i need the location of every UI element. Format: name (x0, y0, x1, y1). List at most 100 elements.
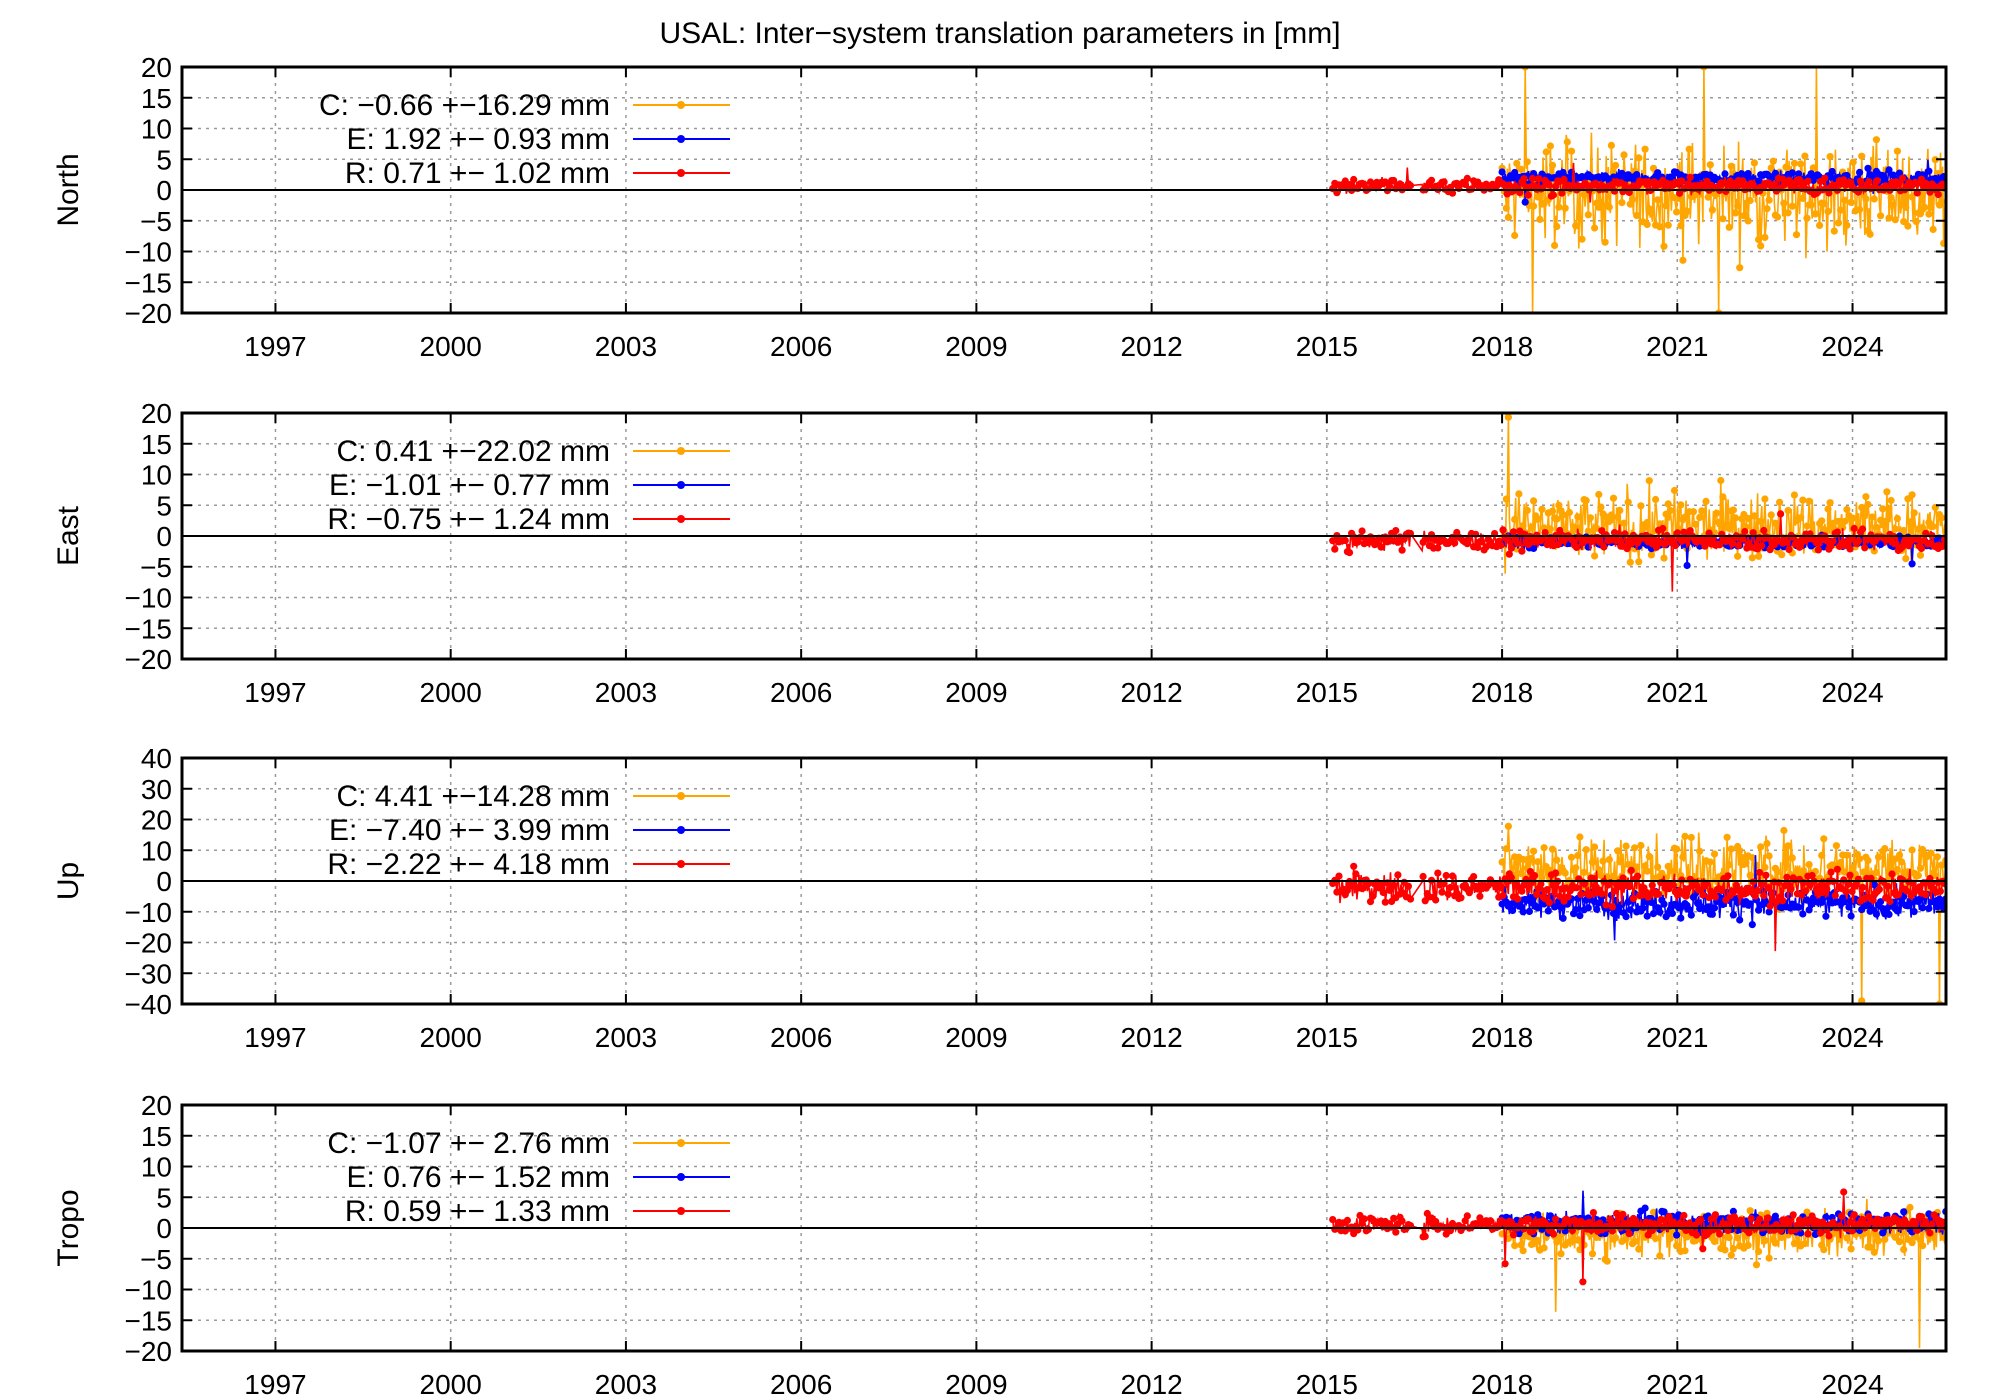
data-point-r (1913, 189, 1921, 197)
data-point-r (1421, 1232, 1429, 1240)
data-point-c (1527, 1240, 1536, 1249)
x-tick-label: 2012 (1120, 677, 1182, 708)
data-point-c (1738, 853, 1746, 861)
data-point-c (1900, 1245, 1908, 1254)
x-tick-label: 2024 (1821, 677, 1883, 708)
data-point-r (1486, 1217, 1494, 1225)
data-point-c (1656, 223, 1664, 231)
data-point-c (1881, 845, 1889, 853)
y-tick-label: 5 (156, 144, 172, 175)
data-point-c (1574, 1236, 1582, 1244)
data-point-e (1879, 172, 1887, 180)
data-point-c (1511, 231, 1519, 240)
data-point-e (1708, 910, 1716, 918)
data-point-c (1553, 856, 1561, 864)
data-point-c (1877, 212, 1885, 220)
data-point-c (1498, 858, 1506, 866)
data-point-e (1544, 907, 1552, 915)
data-point-c (1715, 518, 1723, 526)
x-tick-label: 2009 (945, 331, 1007, 362)
data-point-c (1553, 515, 1561, 523)
data-point-r (1894, 1217, 1902, 1225)
x-tick-label: 1997 (244, 1022, 306, 1053)
data-point-r (1722, 1220, 1730, 1228)
data-point-e (1879, 1229, 1887, 1237)
data-point-c (1864, 857, 1872, 865)
data-point-r (1350, 175, 1358, 184)
data-point-r (1783, 873, 1791, 881)
x-tick-label: 2000 (420, 331, 482, 362)
x-tick-label: 2024 (1821, 331, 1883, 362)
data-point-r (1741, 890, 1749, 898)
y-tick-label: 30 (141, 774, 172, 805)
data-point-c (1666, 506, 1674, 515)
data-point-r (1602, 901, 1610, 909)
data-point-c (1870, 547, 1878, 555)
data-point-c (1938, 861, 1946, 869)
data-point-r (1524, 1215, 1532, 1223)
data-point-c (1830, 227, 1838, 235)
data-point-c (1538, 505, 1546, 513)
data-point-r (1434, 544, 1442, 552)
data-point-r (1619, 1210, 1627, 1218)
data-point-c (1771, 519, 1779, 527)
data-point-c (1809, 164, 1817, 172)
data-point-r (1779, 897, 1787, 905)
data-point-c (1755, 552, 1763, 560)
legend-label-e: E: −1.01 +− 0.77 mm (329, 469, 610, 502)
data-point-r (1497, 884, 1505, 892)
data-point-r (1444, 890, 1452, 898)
data-point-c (1765, 852, 1773, 860)
data-point-r (1369, 892, 1377, 901)
data-point-r (1619, 874, 1627, 882)
data-point-r (1907, 892, 1915, 900)
data-point-c (1708, 206, 1716, 214)
x-tick-label: 2012 (1120, 331, 1182, 362)
data-point-r (1390, 881, 1398, 889)
y-axis-label: Tropo (52, 1189, 85, 1266)
data-point-c (1734, 1234, 1742, 1242)
data-point-c (1641, 145, 1649, 153)
data-point-c (1660, 242, 1668, 250)
data-point-r (1926, 1229, 1934, 1237)
data-point-c (1824, 207, 1832, 216)
y-tick-label: −15 (125, 267, 173, 298)
data-point-r (1648, 881, 1656, 889)
data-point-e (1900, 1208, 1908, 1216)
data-point-r (1406, 182, 1415, 190)
data-point-c (1563, 138, 1571, 146)
legend-label-r: R: 0.59 +− 1.33 mm (345, 1195, 610, 1228)
data-point-c (1673, 845, 1681, 853)
data-point-r (1385, 886, 1394, 894)
data-point-c (1889, 201, 1897, 209)
data-point-c (1654, 196, 1662, 204)
data-point-c (1847, 198, 1855, 206)
data-point-c (1633, 211, 1641, 220)
data-point-c (1864, 500, 1872, 509)
data-point-c (1832, 842, 1840, 850)
data-point-c (1681, 513, 1689, 521)
data-point-c (1746, 196, 1754, 205)
data-point-c (1731, 514, 1740, 522)
data-point-c (1557, 1250, 1565, 1258)
data-point-c (1895, 851, 1904, 859)
data-point-r (1789, 1211, 1797, 1219)
data-point-c (1527, 523, 1536, 532)
data-point-e (1511, 168, 1519, 177)
data-point-r (1505, 550, 1513, 558)
data-point-c (1727, 162, 1735, 170)
data-point-c (1597, 503, 1605, 511)
data-point-r (1537, 880, 1545, 888)
data-point-c (1725, 524, 1733, 533)
data-point-c (1599, 857, 1607, 865)
data-point-r (1692, 1231, 1701, 1239)
data-point-r (1734, 541, 1743, 550)
data-point-r (1699, 891, 1707, 899)
data-point-e (1649, 910, 1658, 918)
data-point-r (1564, 893, 1572, 901)
data-point-c (1662, 202, 1670, 210)
chart-title: USAL: Inter−system translation parameter… (659, 17, 1340, 50)
data-point-c (1755, 236, 1763, 244)
data-point-c (1826, 153, 1834, 161)
